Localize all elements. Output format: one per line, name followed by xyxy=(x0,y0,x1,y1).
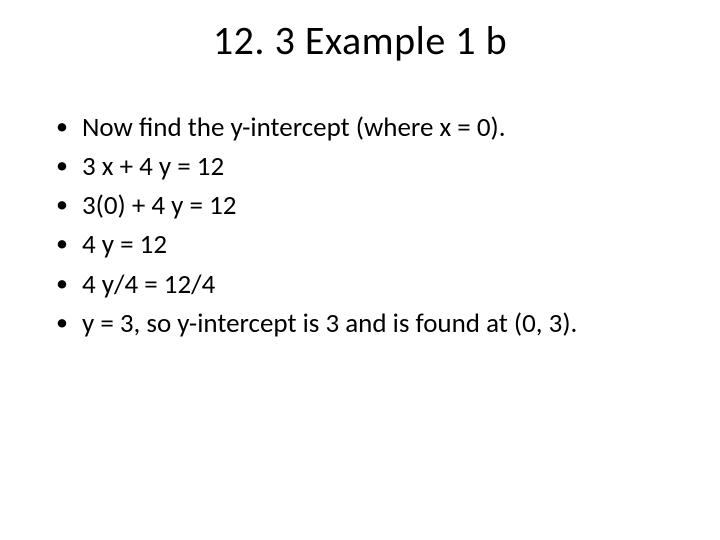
bullet-item: 3(0) + 4 y = 12 xyxy=(48,186,672,225)
bullet-item: 3 x + 4 y = 12 xyxy=(48,147,672,186)
slide-body: Now find the y-intercept (where x = 0). … xyxy=(48,108,672,343)
bullet-item: y = 3, so y-intercept is 3 and is found … xyxy=(48,304,672,343)
bullet-item: 4 y/4 = 12/4 xyxy=(48,265,672,304)
bullet-item: Now find the y-intercept (where x = 0). xyxy=(48,108,672,147)
slide-title: 12. 3 Example 1 b xyxy=(0,16,720,65)
bullet-list: Now find the y-intercept (where x = 0). … xyxy=(48,108,672,343)
bullet-item: 4 y = 12 xyxy=(48,225,672,264)
slide: 12. 3 Example 1 b Now find the y-interce… xyxy=(0,0,720,540)
